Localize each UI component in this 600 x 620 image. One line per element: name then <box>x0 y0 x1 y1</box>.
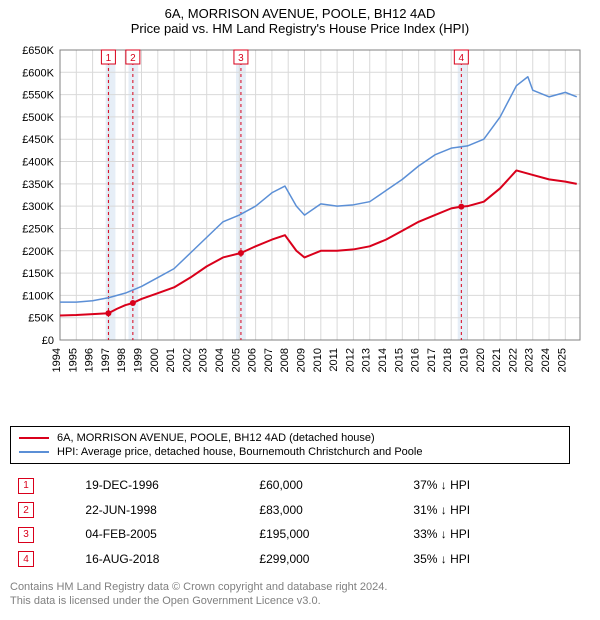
sale-date: 04-FEB-2005 <box>79 523 251 546</box>
svg-text:2015: 2015 <box>393 348 405 372</box>
legend: 6A, MORRISON AVENUE, POOLE, BH12 4AD (de… <box>10 426 570 464</box>
chart-svg: £0 £50K £100K £150K £200K £250K £300K £350K £400… <box>10 40 590 420</box>
svg-text:2001: 2001 <box>165 348 177 372</box>
svg-text:1997: 1997 <box>100 348 112 372</box>
svg-text:£350K: £350K <box>22 179 54 191</box>
sale-price: £83,000 <box>253 499 405 522</box>
svg-text:2019: 2019 <box>459 348 471 372</box>
svg-text:2003: 2003 <box>198 348 210 372</box>
sale-date: 16-AUG-2018 <box>79 548 251 571</box>
svg-text:2004: 2004 <box>214 348 226 372</box>
svg-text:2007: 2007 <box>263 348 275 372</box>
svg-text:1999: 1999 <box>133 348 145 372</box>
legend-label: HPI: Average price, detached house, Bour… <box>57 446 422 458</box>
chart: £0 £50K £100K £150K £200K £250K £300K £350K £400… <box>10 40 590 420</box>
sale-delta: 37% ↓ HPI <box>407 474 568 497</box>
svg-text:£50K: £50K <box>28 313 54 325</box>
sale-marker: 1 <box>18 478 34 494</box>
svg-text:£450K: £450K <box>22 134 54 146</box>
svg-text:1994: 1994 <box>51 348 63 372</box>
svg-text:2006: 2006 <box>247 348 259 372</box>
sale-marker: 4 <box>18 551 34 567</box>
title-line-2: Price paid vs. HM Land Registry's House … <box>10 21 590 36</box>
svg-text:2018: 2018 <box>442 348 454 372</box>
svg-text:2008: 2008 <box>279 348 291 372</box>
svg-text:£500K: £500K <box>22 112 54 124</box>
svg-text:2013: 2013 <box>361 348 373 372</box>
sale-price: £299,000 <box>253 548 405 571</box>
title-line-1: 6A, MORRISON AVENUE, POOLE, BH12 4AD <box>10 6 590 21</box>
sale-delta: 35% ↓ HPI <box>407 548 568 571</box>
footnote: Contains HM Land Registry data © Crown c… <box>10 580 590 609</box>
table-row: 1 19-DEC-1996£60,00037% ↓ HPI <box>12 474 568 497</box>
table-row: 3 04-FEB-2005£195,00033% ↓ HPI <box>12 523 568 546</box>
sale-price: £60,000 <box>253 474 405 497</box>
svg-text:£0: £0 <box>42 335 54 347</box>
svg-text:3: 3 <box>238 53 244 64</box>
svg-text:1998: 1998 <box>116 348 128 372</box>
legend-swatch <box>19 451 49 453</box>
sale-marker: 3 <box>18 527 34 543</box>
sale-date: 19-DEC-1996 <box>79 474 251 497</box>
svg-text:2009: 2009 <box>296 348 308 372</box>
sale-delta: 33% ↓ HPI <box>407 523 568 546</box>
svg-text:£300K: £300K <box>22 201 54 213</box>
svg-text:2002: 2002 <box>181 348 193 372</box>
svg-text:2021: 2021 <box>491 348 503 372</box>
footnote-line-1: Contains HM Land Registry data © Crown c… <box>10 580 590 594</box>
legend-row: 6A, MORRISON AVENUE, POOLE, BH12 4AD (de… <box>19 431 561 445</box>
svg-text:£100K: £100K <box>22 290 54 302</box>
svg-text:1995: 1995 <box>67 348 79 372</box>
svg-text:2000: 2000 <box>149 348 161 372</box>
svg-text:2023: 2023 <box>524 348 536 372</box>
svg-text:1996: 1996 <box>84 348 96 372</box>
table-row: 2 22-JUN-1998£83,00031% ↓ HPI <box>12 499 568 522</box>
svg-text:2014: 2014 <box>377 348 389 372</box>
svg-text:£600K: £600K <box>22 67 54 79</box>
footnote-line-2: This data is licensed under the Open Gov… <box>10 594 590 608</box>
svg-text:2017: 2017 <box>426 348 438 372</box>
sales-table: 1 19-DEC-1996£60,00037% ↓ HPI 2 22-JUN-1998… <box>10 472 570 572</box>
svg-text:2011: 2011 <box>328 348 340 372</box>
chart-container: 6A, MORRISON AVENUE, POOLE, BH12 4AD Pri… <box>0 0 600 619</box>
svg-text:£550K: £550K <box>22 90 54 102</box>
svg-text:2016: 2016 <box>410 348 422 372</box>
svg-text:£150K: £150K <box>22 268 54 280</box>
svg-text:1: 1 <box>106 53 112 64</box>
svg-text:2022: 2022 <box>507 348 519 372</box>
svg-text:2010: 2010 <box>312 348 324 372</box>
svg-text:£200K: £200K <box>22 246 54 258</box>
legend-row: HPI: Average price, detached house, Bour… <box>19 445 561 459</box>
svg-text:2024: 2024 <box>540 348 552 372</box>
svg-text:2: 2 <box>130 53 136 64</box>
table-row: 4 16-AUG-2018£299,00035% ↓ HPI <box>12 548 568 571</box>
svg-text:2025: 2025 <box>556 348 568 372</box>
svg-text:£400K: £400K <box>22 157 54 169</box>
sale-price: £195,000 <box>253 523 405 546</box>
svg-text:2012: 2012 <box>344 348 356 372</box>
sale-marker: 2 <box>18 502 34 518</box>
svg-text:4: 4 <box>459 53 465 64</box>
sale-date: 22-JUN-1998 <box>79 499 251 522</box>
legend-swatch <box>19 437 49 439</box>
svg-text:2020: 2020 <box>475 348 487 372</box>
svg-text:£250K: £250K <box>22 223 54 235</box>
sale-delta: 31% ↓ HPI <box>407 499 568 522</box>
svg-text:£650K: £650K <box>22 45 54 57</box>
svg-text:2005: 2005 <box>230 348 242 372</box>
legend-label: 6A, MORRISON AVENUE, POOLE, BH12 4AD (de… <box>57 432 375 444</box>
